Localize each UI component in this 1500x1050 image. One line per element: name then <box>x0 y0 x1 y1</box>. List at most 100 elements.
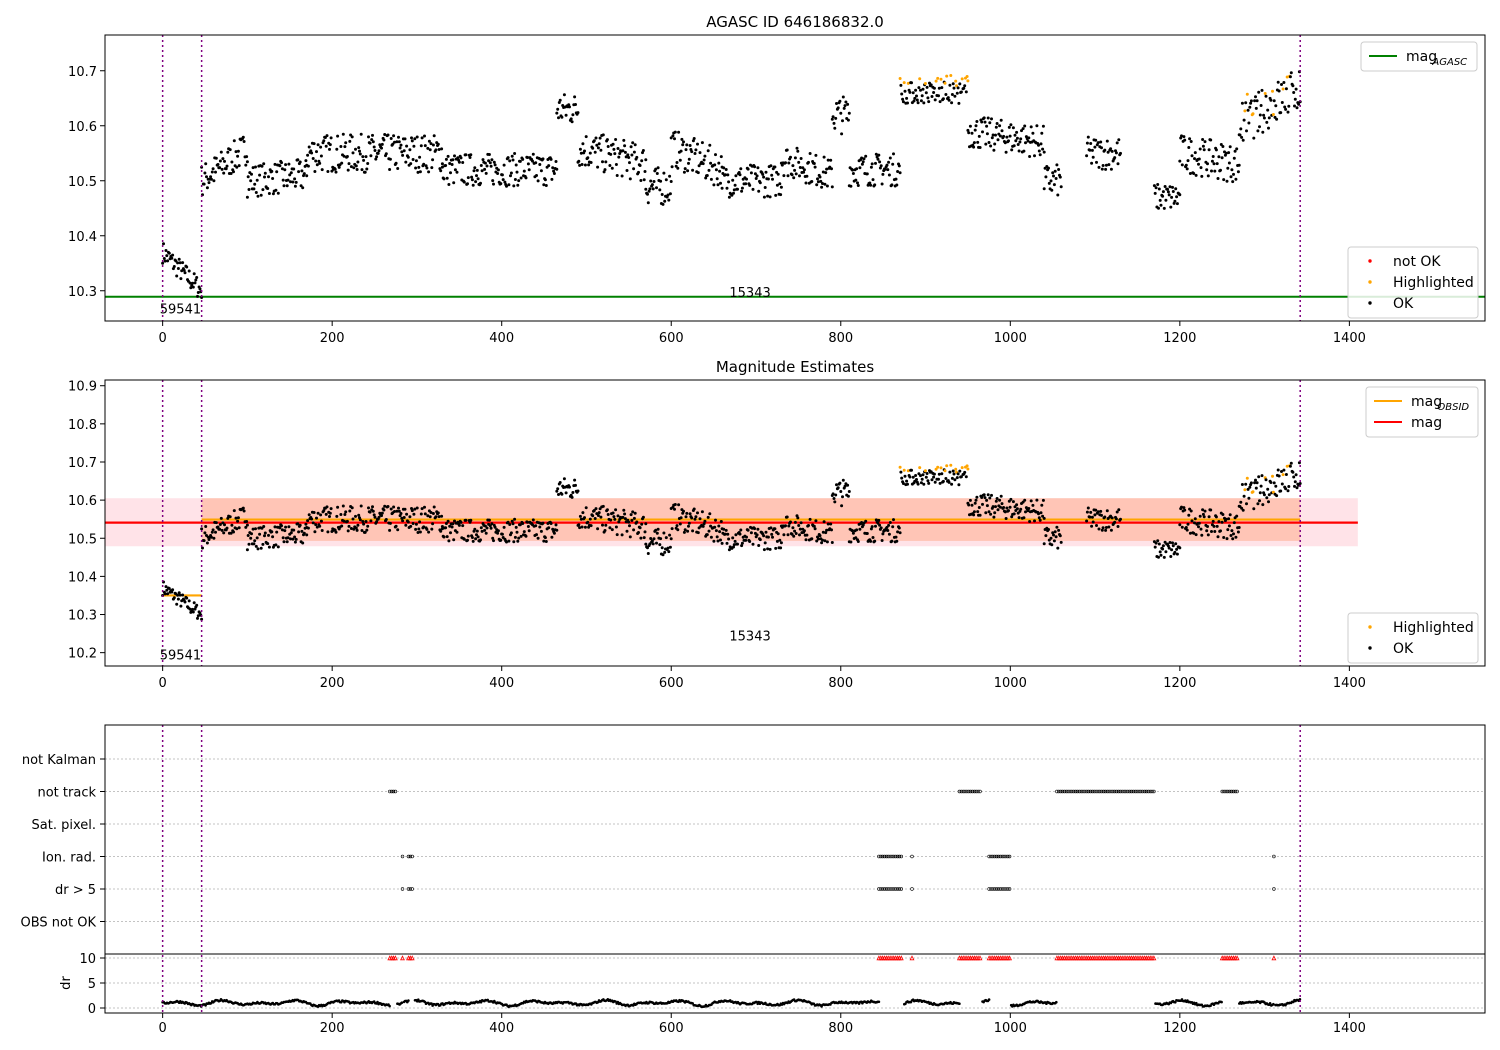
panel-agasc-point <box>334 170 338 174</box>
panel-magnitude-point <box>655 531 659 535</box>
panel-agasc-point <box>937 94 940 98</box>
panel-magnitude-point <box>583 525 587 529</box>
panel-magnitude-point <box>787 524 791 528</box>
panel-magnitude-point <box>641 515 645 519</box>
panel-magnitude-point <box>815 539 819 543</box>
panel-agasc-point <box>342 154 346 158</box>
panel-agasc-point <box>313 170 317 173</box>
panel-magnitude-point <box>963 470 967 474</box>
panel-agasc-point <box>1287 104 1291 108</box>
dr-point <box>1195 1001 1198 1005</box>
panel-agasc-point <box>473 166 477 170</box>
panel-magnitude-point <box>722 527 726 531</box>
panel-magnitude-point <box>214 521 218 525</box>
panel-agasc-point <box>779 193 783 197</box>
panel-magnitude-point <box>541 521 545 525</box>
panel-magnitude-point <box>1279 489 1283 493</box>
panel-agasc-point <box>632 167 636 171</box>
panel-magnitude-point <box>649 537 653 540</box>
panel-agasc-point <box>835 102 838 105</box>
panel-agasc-point <box>769 164 773 168</box>
panel-agasc-point <box>364 155 368 159</box>
panel-magnitude-point <box>547 526 551 530</box>
panel-agasc-point <box>669 136 673 140</box>
panel-agasc-point <box>798 174 801 178</box>
panel-magnitude-point <box>346 529 350 533</box>
panel-agasc-point <box>1243 109 1247 113</box>
panel-agasc-point <box>1008 134 1012 138</box>
panel-magnitude-point <box>597 511 601 515</box>
panel-magnitude-point <box>793 529 797 533</box>
panel-agasc-point <box>509 171 513 175</box>
panel-agasc-point <box>1161 190 1165 194</box>
panel-magnitude-point <box>220 528 224 532</box>
panel-magnitude-point <box>805 533 809 537</box>
panel-magnitude-point <box>484 531 488 535</box>
panel-agasc-point <box>683 167 687 171</box>
panel-magnitude-point <box>464 518 468 522</box>
panel-magnitude-point <box>1198 514 1202 518</box>
panel-magnitude-point <box>473 527 477 531</box>
panel-agasc-point <box>360 168 364 172</box>
panel-agasc-point <box>515 170 519 174</box>
panel-agasc-point <box>1028 155 1032 158</box>
panel-magnitude-point <box>1058 534 1062 538</box>
panel-agasc-point <box>1284 87 1288 91</box>
panel-agasc-point <box>578 163 582 167</box>
panel-agasc-point <box>423 134 426 138</box>
panel-agasc-point <box>927 100 931 104</box>
panel-agasc-point <box>1244 101 1248 105</box>
panel-agasc-point <box>431 143 435 147</box>
panel-agasc-point <box>1272 99 1276 103</box>
panel-agasc-point <box>616 147 620 150</box>
panel-agasc-point <box>531 159 534 163</box>
panel-magnitude-point <box>252 542 256 546</box>
panel-agasc-point <box>245 155 249 159</box>
panel-magnitude-point <box>564 491 568 495</box>
panel-magnitude-point <box>1293 484 1296 488</box>
panel-agasc-point <box>586 156 590 160</box>
panel-magnitude-point <box>1281 473 1285 477</box>
panel-magnitude-point <box>776 532 780 536</box>
panel-agasc-point <box>1264 94 1268 98</box>
panel-agasc-point <box>1258 125 1261 129</box>
panel-agasc-point <box>974 124 978 128</box>
panel-agasc-point <box>1119 151 1122 155</box>
panel-magnitude-point <box>608 526 612 530</box>
panel-magnitude-point <box>247 542 251 546</box>
panel-magnitude-point <box>519 534 523 538</box>
flag-marker <box>1070 789 1074 794</box>
panel-agasc-point <box>890 183 894 187</box>
panel-agasc-point <box>351 151 355 155</box>
panel-magnitude-point <box>306 526 310 530</box>
panel-magnitude-point <box>1201 512 1205 516</box>
flag-marker <box>1088 789 1093 794</box>
panel-agasc-point <box>1292 91 1296 94</box>
panel-magnitude-point <box>363 530 367 534</box>
panel-agasc-point <box>930 95 934 98</box>
panel-agasc-point <box>1279 111 1283 115</box>
panel-agasc-point <box>396 167 400 170</box>
panel-magnitude-point <box>344 510 348 514</box>
panel-magnitude-point <box>679 516 683 520</box>
panel-magnitude-point <box>302 531 306 535</box>
panel-agasc-point <box>580 163 584 166</box>
panel-agasc-point <box>1042 187 1046 191</box>
panel-magnitude-point <box>640 522 644 526</box>
panel-magnitude-point <box>1253 481 1257 485</box>
panel-magnitude-point <box>646 552 650 555</box>
panel-magnitude-point <box>1224 517 1228 521</box>
panel-magnitude-point <box>1193 521 1196 525</box>
panel-magnitude-point <box>1175 552 1179 556</box>
panel-magnitude-point <box>816 537 820 541</box>
panel-magnitude-point <box>797 524 801 527</box>
panel-agasc-point <box>348 139 352 143</box>
panel-agasc-point <box>1197 157 1201 161</box>
panel-magnitude-point <box>280 524 283 528</box>
panel-magnitude-point <box>998 505 1002 509</box>
panel-agasc-point <box>731 178 735 182</box>
panel-magnitude-point <box>932 475 936 479</box>
panel-agasc-point <box>977 134 981 138</box>
panel-magnitude-point <box>1267 500 1270 504</box>
panel-magnitude-point <box>603 529 607 532</box>
